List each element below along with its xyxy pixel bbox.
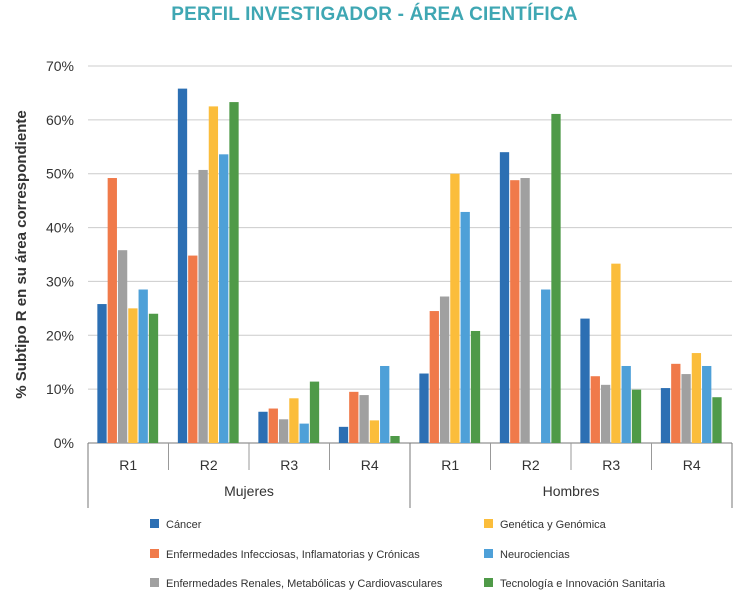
legend-swatch-3 (150, 578, 159, 587)
y-tick-label: 20% (46, 327, 74, 343)
bar-1-8 (660, 388, 671, 443)
bar-4-2 (208, 106, 219, 444)
y-tick-label: 30% (46, 273, 74, 289)
bar-3-1 (117, 250, 128, 443)
bar-2-7 (590, 376, 600, 443)
legend-label-6: Tecnología e Innovación Sanitaria (500, 578, 666, 590)
x-tick-label: R4 (683, 457, 701, 473)
chart-title: PERFIL INVESTIGADOR - ÁREA CIENTÍFICA (171, 4, 578, 25)
legend-swatch-4 (484, 519, 493, 528)
legend-swatch-5 (484, 549, 493, 558)
bar-1-3 (258, 411, 268, 443)
x-tick-label: R4 (361, 457, 379, 473)
legend-label-4: Genética y Genómica (500, 519, 607, 531)
bar-4-1 (128, 308, 138, 443)
bar-1-2 (177, 88, 188, 444)
legend-label-5: Neurociencias (500, 549, 570, 561)
bar-3-6 (520, 178, 530, 443)
y-tick-label: 70% (46, 58, 74, 74)
legend-label-1: Cáncer (166, 519, 202, 531)
bar-2-8 (671, 363, 681, 443)
bar-5-2 (219, 154, 229, 443)
bar-1-1 (97, 304, 107, 443)
bar-6-4 (390, 435, 400, 443)
bar-2-4 (349, 391, 359, 443)
legend-swatch-1 (150, 519, 159, 528)
bar-6-7 (631, 389, 642, 443)
bar-5-5 (460, 211, 470, 443)
bar-6-2 (229, 102, 239, 443)
bar-5-3 (299, 423, 309, 443)
bar-4-7 (611, 263, 621, 443)
bar-1-5 (419, 373, 429, 443)
bar-5-4 (380, 365, 390, 443)
bar-2-3 (268, 408, 278, 443)
bar-3-5 (439, 296, 450, 443)
bar-4-4 (369, 420, 380, 443)
legend-swatch-6 (484, 578, 493, 587)
bar-4-8 (691, 353, 702, 443)
legend-swatch-2 (150, 549, 159, 558)
x-tick-label: R2 (200, 457, 218, 473)
y-tick-label: 0% (54, 435, 74, 451)
x-tick-label: R3 (280, 457, 298, 473)
bar-6-5 (470, 330, 481, 443)
bar-5-6 (541, 289, 551, 443)
bar-1-7 (580, 318, 590, 443)
bar-6-3 (309, 381, 320, 443)
bar-1-4 (338, 426, 349, 443)
y-tick-label: 50% (46, 166, 74, 182)
y-tick-label: 60% (46, 112, 74, 128)
y-tick-label: 40% (46, 220, 74, 236)
y-axis-title: % Subtipo R en su área correspondiente (13, 110, 30, 398)
bar-4-5 (450, 173, 460, 443)
bar-2-6 (510, 180, 520, 444)
bar-3-2 (198, 169, 208, 444)
bar-5-1 (138, 289, 148, 443)
y-tick-label: 10% (46, 381, 74, 397)
legend-label-2: Enfermedades Infecciosas, Inflamatorias … (166, 549, 420, 561)
bar-3-4 (359, 395, 369, 443)
bar-5-8 (702, 365, 712, 443)
x-tick-label: R2 (522, 457, 540, 473)
bar-6-6 (551, 113, 561, 443)
x-tick-label: R3 (602, 457, 620, 473)
group-label: Hombres (543, 483, 600, 499)
x-tick-label: R1 (119, 457, 137, 473)
bar-2-2 (188, 255, 198, 443)
bar-6-8 (712, 397, 722, 443)
legend-label-3: Enfermedades Renales, Metabólicas y Card… (166, 578, 443, 590)
bar-3-7 (600, 384, 611, 443)
bar-3-8 (681, 374, 691, 443)
group-label: Mujeres (224, 483, 274, 499)
bar-5-7 (621, 365, 631, 443)
bar-2-1 (107, 178, 117, 443)
bar-1-6 (499, 152, 510, 443)
x-tick-label: R1 (441, 457, 459, 473)
bar-2-5 (429, 311, 439, 443)
bar-6-1 (148, 313, 159, 443)
bar-4-3 (289, 398, 299, 443)
bar-3-3 (278, 419, 289, 443)
